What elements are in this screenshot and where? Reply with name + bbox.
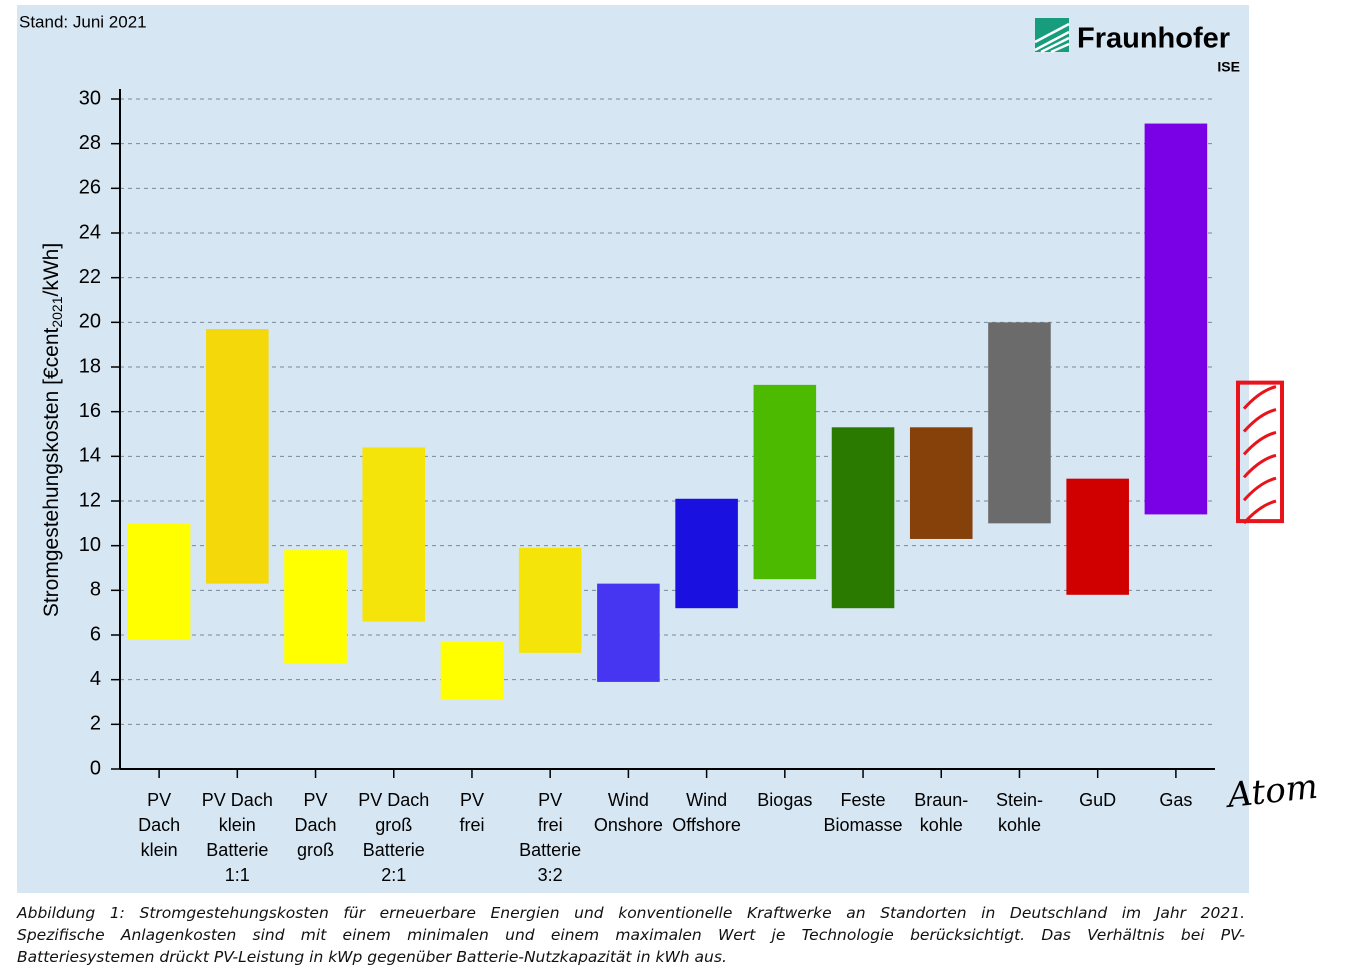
bar <box>518 547 582 653</box>
caption: Abbildung 1: Stromgestehungskosten für e… <box>17 902 1245 968</box>
y-tick-label: 4 <box>90 668 101 690</box>
x-tick-label: PV <box>147 790 171 810</box>
annotation-box <box>1236 380 1284 524</box>
x-tick-label: Wind <box>608 790 649 810</box>
x-tick-label: Wind <box>686 790 727 810</box>
caption-line: Batteriesystemen drückt PV-Leistung in k… <box>17 948 727 966</box>
y-tick-label: 16 <box>79 400 101 422</box>
x-tick-label: Biogas <box>757 790 812 810</box>
x-tick-label: Gas <box>1159 790 1192 810</box>
x-tick-label: 1:1 <box>225 865 250 885</box>
x-tick-label: Batterie <box>363 840 425 860</box>
x-tick-label: kohle <box>998 815 1041 835</box>
y-tick-label: 24 <box>79 221 101 243</box>
x-tick-label: PV <box>460 790 484 810</box>
annotation-label: Atom <box>1223 767 1320 817</box>
y-axis-label: Stromgestehungskosten [€cent2021/kWh] <box>40 243 65 617</box>
y-tick-label: 30 <box>79 87 101 109</box>
y-label-text: Stromgestehungskosten [€cent <box>40 327 63 617</box>
y-tick-label: 20 <box>79 311 101 333</box>
x-tick-label: frei <box>538 815 563 835</box>
x-tick-label: Stein- <box>996 790 1043 810</box>
bar <box>988 322 1051 524</box>
y-tick-label: 10 <box>79 534 101 556</box>
chart-background <box>17 5 1249 893</box>
caption-line: Abbildung 1: Stromgestehungskosten für e… <box>17 904 1245 922</box>
bar <box>831 427 895 609</box>
plot: 024681012141618202224262830PVDachkleinPV… <box>79 87 1320 884</box>
y-tick-label: 18 <box>79 355 101 377</box>
annotation-hatch <box>1242 385 1277 525</box>
y-label-sub: 2021 <box>49 296 65 327</box>
x-tick-label: Biomasse <box>824 815 903 835</box>
bar <box>206 329 269 584</box>
x-tick-label: frei <box>459 815 484 835</box>
logo-unit: ISE <box>1217 59 1240 75</box>
x-tick-label: PV <box>304 790 328 810</box>
y-label-unit: /kWh] <box>40 243 63 297</box>
subtitle: Stand: Juni 2021 <box>19 12 147 31</box>
y-tick-label: 28 <box>79 132 101 154</box>
x-tick-label: groß <box>375 815 412 835</box>
x-tick-label: Feste <box>841 790 886 810</box>
x-tick-label: Onshore <box>594 815 663 835</box>
bar <box>1066 478 1129 595</box>
logo-stripes <box>1034 22 1070 54</box>
x-tick-label: 2:1 <box>381 865 406 885</box>
x-tick-label: Offshore <box>672 815 741 835</box>
y-tick-label: 0 <box>90 757 101 779</box>
x-tick-label: Batterie <box>206 840 268 860</box>
x-tick-label: PV Dach <box>202 790 273 810</box>
y-tick-label: 26 <box>79 177 101 199</box>
x-tick-label: klein <box>141 840 178 860</box>
y-tick-label: 6 <box>90 623 101 645</box>
chart: Stand: Juni 2021 Fraunhofer ISE Stromges… <box>17 5 1320 893</box>
bar <box>1144 123 1208 515</box>
x-tick-label: Braun- <box>914 790 968 810</box>
bar <box>362 447 426 622</box>
x-tick-label: Dach <box>295 815 337 835</box>
x-tick-label: PV Dach <box>358 790 429 810</box>
bar <box>753 384 817 580</box>
x-tick-label: klein <box>219 815 256 835</box>
bar <box>440 641 504 700</box>
caption-line: Spezifische Anlagenkosten sind mit einem… <box>17 926 1245 944</box>
x-tick-label: GuD <box>1079 790 1116 810</box>
x-tick-label: 3:2 <box>538 865 563 885</box>
bar <box>675 498 738 609</box>
bar <box>909 427 973 539</box>
x-tick-label: kohle <box>920 815 963 835</box>
y-tick-label: 22 <box>79 266 101 288</box>
x-tick-label: Batterie <box>519 840 581 860</box>
y-tick-label: 8 <box>90 579 101 601</box>
x-tick-label: groß <box>297 840 334 860</box>
logo-name: Fraunhofer <box>1077 23 1230 55</box>
y-tick-label: 14 <box>79 445 101 467</box>
x-tick-label: PV <box>538 790 562 810</box>
logo: Fraunhofer ISE <box>1034 18 1240 75</box>
bar <box>127 523 191 640</box>
bar <box>284 550 347 665</box>
y-tick-label: 2 <box>90 713 101 735</box>
y-tick-label: 12 <box>79 489 101 511</box>
bar <box>597 583 660 682</box>
x-tick-label: Dach <box>138 815 180 835</box>
